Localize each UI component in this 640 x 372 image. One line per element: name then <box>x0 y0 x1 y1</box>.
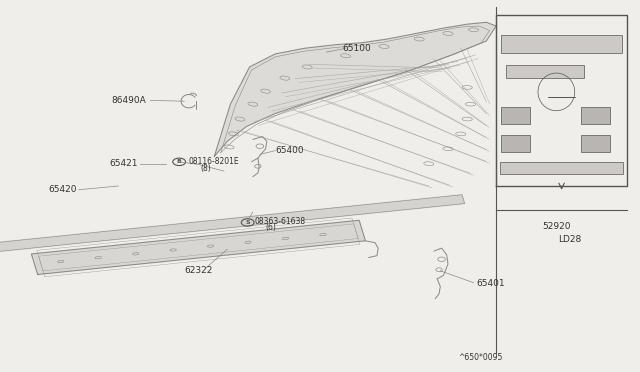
Text: (8): (8) <box>200 164 211 173</box>
Polygon shape <box>31 220 365 275</box>
Text: 65420: 65420 <box>48 185 77 194</box>
Text: LD28: LD28 <box>558 235 581 244</box>
Text: S: S <box>245 220 250 225</box>
FancyBboxPatch shape <box>500 162 623 174</box>
Text: 08116-8201E: 08116-8201E <box>189 157 239 166</box>
FancyBboxPatch shape <box>581 135 610 152</box>
FancyBboxPatch shape <box>501 35 622 52</box>
FancyBboxPatch shape <box>506 64 584 78</box>
FancyBboxPatch shape <box>581 107 610 124</box>
FancyBboxPatch shape <box>501 135 530 152</box>
Text: 62322: 62322 <box>184 266 212 275</box>
Text: B: B <box>177 159 182 164</box>
Text: 65100: 65100 <box>342 44 371 53</box>
Polygon shape <box>214 22 496 156</box>
Text: 65421: 65421 <box>109 159 138 168</box>
Text: 52920: 52920 <box>543 222 571 231</box>
Text: 86490A: 86490A <box>111 96 146 105</box>
Text: ^650*0095: ^650*0095 <box>458 353 502 362</box>
Text: 65401: 65401 <box>477 279 506 288</box>
Text: 65400: 65400 <box>275 146 304 155</box>
Text: 08363-61638: 08363-61638 <box>255 217 306 226</box>
Polygon shape <box>0 195 465 255</box>
FancyBboxPatch shape <box>501 107 530 124</box>
Text: (6): (6) <box>266 223 276 232</box>
